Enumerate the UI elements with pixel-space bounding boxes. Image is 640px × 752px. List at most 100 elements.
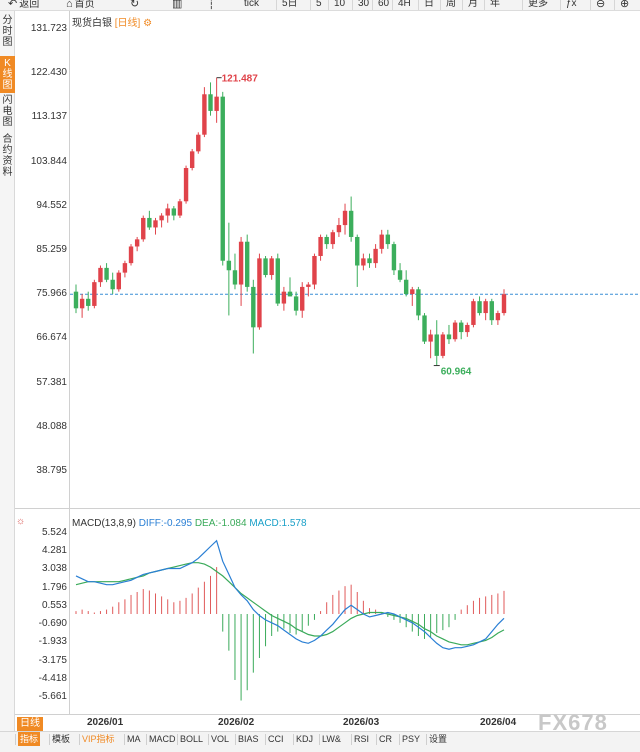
candle-body bbox=[122, 263, 128, 273]
indicator-separator bbox=[293, 734, 294, 745]
indicator-tab[interactable]: VOL bbox=[211, 734, 230, 744]
indicator-tab[interactable]: KDJ bbox=[296, 734, 314, 744]
candle-body bbox=[147, 217, 152, 228]
indicator-separator bbox=[177, 734, 178, 745]
toolbar-home-button[interactable]: ⌂ 首页 bbox=[66, 0, 95, 10]
candle-body bbox=[477, 301, 482, 314]
settings-gear-icon[interactable]: ⚙ bbox=[143, 18, 153, 29]
indicator-tab[interactable]: CR bbox=[379, 734, 392, 744]
toolbar-tick-button[interactable]: tick bbox=[244, 0, 259, 9]
panel-divider bbox=[15, 508, 640, 509]
toolbar-week-button[interactable]: 周 bbox=[446, 0, 456, 9]
toolbar-day-button[interactable]: 日 bbox=[424, 0, 434, 9]
macd-y-tick: -4.418 bbox=[38, 672, 67, 684]
candle-body bbox=[410, 289, 415, 295]
toolbar-candles-icon[interactable]: ┆ bbox=[208, 0, 215, 10]
indicator-separator bbox=[399, 734, 400, 745]
indicator-tab[interactable]: CCI bbox=[268, 734, 284, 744]
toolbar-p60-button[interactable]: 60 bbox=[378, 0, 390, 9]
candle-body bbox=[134, 239, 140, 247]
indicator-separator bbox=[49, 734, 50, 745]
toolbar-zoom-in-icon[interactable]: ⊕ bbox=[620, 0, 630, 10]
indicator-separator bbox=[376, 734, 377, 745]
indicator-tab[interactable]: MACD bbox=[149, 734, 176, 744]
toolbar-p30-button[interactable]: 30 bbox=[358, 0, 370, 9]
candle-body bbox=[489, 301, 494, 321]
price-y-tick: 103.844 bbox=[30, 155, 67, 167]
candle-body bbox=[342, 210, 348, 226]
indicator-separator bbox=[79, 734, 80, 745]
macd-y-tick: -0.690 bbox=[38, 618, 67, 630]
candle-body bbox=[208, 94, 213, 111]
indicator-separator bbox=[351, 734, 352, 745]
tab-timeshare[interactable]: 分时图 bbox=[2, 15, 13, 48]
toolbar-4h-button[interactable]: 4H bbox=[398, 0, 411, 9]
toolbar-fx-button[interactable]: ƒx bbox=[566, 0, 577, 9]
tab-lightning[interactable]: 闪电图 bbox=[2, 95, 13, 128]
diff-line bbox=[75, 539, 505, 650]
toolbar-refresh-icon[interactable]: ↻ bbox=[130, 0, 140, 10]
candle-body bbox=[202, 94, 207, 135]
indicator-settings-icon[interactable]: ☼ bbox=[16, 516, 26, 527]
candle-body bbox=[483, 301, 488, 314]
candle-body bbox=[244, 241, 250, 287]
toolbar-5d-button[interactable]: 5日 bbox=[282, 0, 298, 9]
indicator-separator bbox=[124, 734, 125, 745]
indicator-tab[interactable]: BIAS bbox=[238, 734, 259, 744]
indicator-tab[interactable]: 指标 bbox=[18, 732, 41, 746]
macd-y-tick: 5.524 bbox=[41, 527, 67, 538]
candle-body bbox=[183, 167, 189, 202]
candle-body bbox=[128, 246, 134, 264]
candle-body bbox=[379, 234, 384, 249]
indicator-tab[interactable]: BOLL bbox=[180, 734, 204, 744]
toolbar-p5-button[interactable]: 5 bbox=[316, 0, 322, 9]
toolbar-p10-button[interactable]: 10 bbox=[334, 0, 346, 9]
toolbar-more-button[interactable]: 更多 bbox=[528, 0, 548, 9]
indicator-tab[interactable]: LW& bbox=[322, 734, 341, 744]
candle-body bbox=[257, 258, 262, 328]
indicator-separator bbox=[208, 734, 209, 745]
candle-body bbox=[348, 210, 354, 237]
candle-body bbox=[452, 322, 458, 340]
macd-panel-title: MACD(13,8,9) DIFF:-0.295 DEA:-1.084 MACD… bbox=[72, 518, 307, 529]
tab-contract-info[interactable]: 合约资料 bbox=[2, 134, 13, 178]
toolbar-year-button[interactable]: 年 bbox=[490, 0, 500, 9]
macd-y-tick: -3.175 bbox=[38, 654, 67, 666]
indicator-tab[interactable]: MA bbox=[127, 734, 141, 744]
price-y-tick: 75.966 bbox=[36, 288, 67, 300]
x-tick-label: 2026/02 bbox=[218, 717, 255, 728]
candle-body bbox=[98, 267, 103, 283]
candle-body bbox=[306, 284, 311, 287]
indicator-tab[interactable]: 模板 bbox=[52, 734, 71, 744]
macd-y-tick: -5.661 bbox=[38, 691, 67, 702]
period-label[interactable]: [日线] bbox=[114, 18, 141, 29]
toolbar-separator bbox=[276, 0, 277, 10]
indicator-tab[interactable]: VIP指标 bbox=[82, 734, 115, 744]
price-y-tick: 57.381 bbox=[36, 376, 67, 388]
period-tag[interactable]: 日线 bbox=[17, 717, 43, 731]
candle-body bbox=[177, 201, 183, 216]
candle-body bbox=[458, 322, 464, 333]
indicator-separator bbox=[146, 734, 147, 745]
macd-y-tick: 1.796 bbox=[41, 581, 67, 593]
candle-body bbox=[428, 334, 433, 342]
toolbar-month-button[interactable]: 月 bbox=[468, 0, 478, 9]
candle-body bbox=[220, 96, 225, 261]
high-label: 121.487 bbox=[222, 74, 259, 85]
toolbar-zoom-out-icon[interactable]: ⊖ bbox=[596, 0, 606, 10]
price-panel-title: 现货白银 [日线] ⚙ bbox=[72, 14, 152, 29]
indicator-tab[interactable]: PSY bbox=[402, 734, 421, 744]
candle-body bbox=[367, 258, 372, 264]
macd-dea-label: DEA:-1.084 bbox=[194, 518, 247, 529]
toolbar-back-button[interactable]: ↶ 返回 bbox=[8, 0, 40, 10]
indicator-tab[interactable]: 设置 bbox=[429, 734, 448, 744]
toolbar-bars-icon[interactable]: ▥ bbox=[172, 0, 183, 10]
toolbar-separator bbox=[310, 0, 311, 10]
price-y-tick: 85.259 bbox=[36, 244, 67, 255]
indicator-tab[interactable]: RSI bbox=[354, 734, 370, 744]
candle-body bbox=[465, 324, 470, 333]
candle-body bbox=[86, 298, 91, 306]
